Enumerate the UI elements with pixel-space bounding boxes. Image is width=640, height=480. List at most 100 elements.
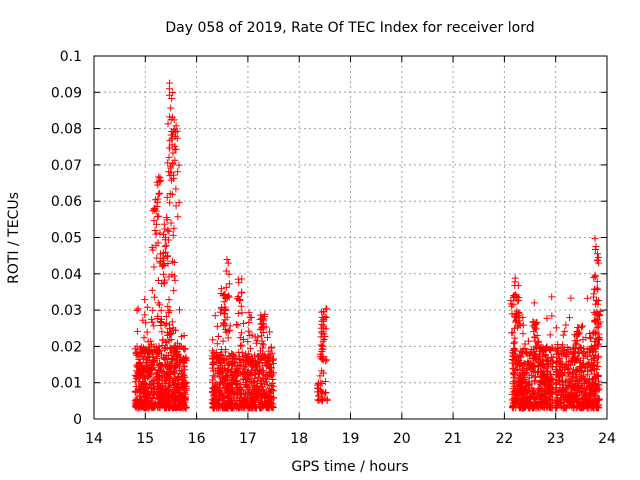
- data-point: [259, 344, 267, 352]
- data-point: [222, 373, 230, 381]
- data-point: [172, 122, 180, 130]
- data-point: [143, 399, 151, 407]
- data-point: [266, 368, 274, 376]
- data-point: [318, 328, 326, 336]
- data-point: [511, 334, 519, 342]
- data-point: [268, 349, 276, 357]
- data-point: [170, 116, 178, 124]
- data-point: [570, 403, 578, 411]
- data-point: [236, 356, 244, 364]
- data-point: [531, 351, 539, 359]
- data-point: [232, 321, 240, 329]
- data-point: [591, 235, 599, 243]
- data-point: [155, 190, 163, 198]
- data-point: [537, 394, 545, 402]
- data-point: [515, 385, 523, 393]
- data-point: [588, 403, 596, 411]
- data-point: [171, 386, 179, 394]
- data-point: [256, 316, 264, 324]
- plot-frame: [93, 55, 608, 420]
- data-point: [211, 373, 219, 381]
- data-point: [513, 297, 521, 305]
- data-point: [143, 328, 151, 336]
- data-point: [156, 250, 164, 258]
- data-point: [225, 280, 233, 288]
- data-point: [563, 402, 571, 410]
- data-point: [538, 401, 546, 409]
- data-point: [514, 282, 522, 290]
- data-point: [211, 383, 219, 391]
- data-point: [213, 322, 221, 330]
- data-point: [537, 348, 545, 356]
- data-point: [546, 346, 554, 354]
- data-point: [584, 401, 592, 409]
- data-point: [152, 196, 160, 204]
- data-point: [542, 352, 550, 360]
- data-point: [162, 377, 170, 385]
- data-point: [552, 379, 560, 387]
- data-point: [175, 404, 183, 412]
- data-point: [208, 389, 216, 397]
- y-tick-label: 0.04: [51, 267, 82, 283]
- data-point: [548, 312, 556, 320]
- data-point: [178, 333, 186, 341]
- data-point: [225, 270, 233, 278]
- data-point: [252, 371, 260, 379]
- data-point: [222, 328, 230, 336]
- data-point: [162, 387, 170, 395]
- data-point: [566, 378, 574, 386]
- data-point: [529, 404, 537, 412]
- data-point: [564, 396, 572, 404]
- data-point: [149, 207, 157, 215]
- y-tick-label: 0.02: [51, 339, 82, 355]
- data-point: [591, 272, 599, 280]
- data-point: [554, 348, 562, 356]
- data-point: [566, 390, 574, 398]
- data-point: [527, 366, 535, 374]
- data-point: [218, 390, 226, 398]
- data-point: [588, 385, 596, 393]
- data-point: [133, 327, 141, 335]
- data-point: [595, 352, 603, 360]
- data-point: [515, 293, 523, 301]
- data-point: [320, 317, 328, 325]
- data-point: [174, 403, 182, 411]
- data-point: [173, 127, 181, 135]
- data-point: [160, 261, 168, 269]
- data-point: [532, 400, 540, 408]
- data-point: [142, 374, 150, 382]
- data-point: [209, 372, 217, 380]
- data-point: [255, 398, 263, 406]
- data-point: [547, 354, 555, 362]
- data-point: [583, 353, 591, 361]
- data-point: [535, 359, 543, 367]
- data-point: [174, 213, 182, 221]
- data-point: [169, 324, 177, 332]
- data-point: [222, 283, 230, 291]
- data-point: [508, 396, 516, 404]
- data-point: [590, 290, 598, 298]
- data-point: [209, 336, 217, 344]
- data-point: [579, 404, 587, 412]
- data-point: [546, 371, 554, 379]
- data-point: [238, 289, 246, 297]
- data-point: [147, 384, 155, 392]
- data-point: [216, 350, 224, 358]
- data-point: [219, 319, 227, 327]
- data-point: [529, 318, 537, 326]
- data-point: [593, 372, 601, 380]
- data-point: [134, 305, 142, 313]
- data-point: [245, 309, 253, 317]
- data-point: [247, 378, 255, 386]
- data-point: [543, 314, 551, 322]
- data-point: [593, 277, 601, 285]
- data-point: [132, 387, 140, 395]
- data-point: [165, 85, 173, 93]
- data-point: [227, 379, 235, 387]
- data-point: [518, 348, 526, 356]
- data-point: [162, 312, 170, 320]
- data-point: [566, 370, 574, 378]
- data-point: [269, 380, 277, 388]
- data-point: [542, 364, 550, 372]
- data-point: [263, 398, 271, 406]
